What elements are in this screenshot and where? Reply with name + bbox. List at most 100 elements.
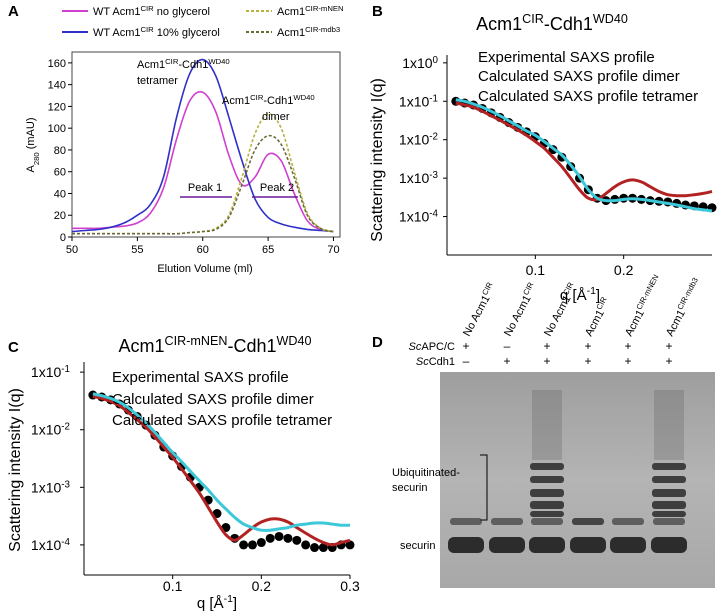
y-tick-label: 1x10-1 (399, 93, 438, 110)
legend-label: WT Acm1CIR no glycerol (93, 4, 210, 19)
legend-label: Experimental SAXS profile (478, 49, 655, 66)
text-part: -Cdh1 (178, 59, 208, 71)
text-part: Acm1 (222, 95, 250, 107)
ubiquitinated-label: Ubiquitinated- (392, 467, 460, 479)
series-line (92, 392, 351, 532)
y-tick-label: 1x10-4 (399, 208, 439, 225)
row-mark: + (665, 354, 672, 368)
gel-band (652, 489, 686, 497)
text-part: Acm1 (664, 308, 688, 338)
text-part: A (25, 165, 37, 173)
legend-label: Acm1CIR-mNEN (277, 4, 344, 19)
y-tick-label: 100 (48, 123, 66, 135)
gel-band (652, 463, 686, 470)
y-tick-label: 60 (54, 167, 66, 179)
text-part: CIR-mNEN (165, 334, 228, 348)
tick-exponent: -2 (61, 421, 70, 432)
text-part: no glycerol (154, 6, 210, 18)
text-part: Acm1 (583, 308, 607, 338)
text-part: Peak 2 (260, 182, 294, 194)
text-part: CIR (165, 57, 179, 66)
x-tick-label: 70 (327, 244, 339, 256)
x-tick-label: 55 (131, 244, 143, 256)
text-part: Sc (416, 356, 429, 368)
y-tick-label: 1x100 (402, 54, 438, 71)
x-tick-label: 65 (262, 244, 274, 256)
lane-label: Acm1CIR-mNEN (621, 273, 665, 339)
gel-band (491, 518, 523, 525)
tick-base: 1x10 (31, 479, 62, 495)
data-point (247, 540, 257, 550)
securin-label: securin (400, 540, 435, 552)
text-part: CIR (140, 25, 154, 34)
y-tick-label: 0 (60, 232, 66, 244)
text-part: Acm1 (118, 336, 164, 356)
x-tick-label: 0.1 (526, 262, 546, 278)
series-line (92, 394, 351, 547)
x-tick-label: 60 (197, 244, 209, 256)
data-point (301, 540, 311, 550)
series-line (71, 91, 334, 233)
tick-base: 1x10 (31, 364, 62, 380)
data-point (318, 543, 328, 553)
data-point (274, 531, 284, 541)
tick-exponent: -4 (61, 536, 70, 547)
tick-exponent: -1 (61, 364, 70, 375)
gel-band (489, 537, 525, 553)
gel-band (530, 476, 564, 483)
text-part: Scattering intensity I(q) (7, 388, 24, 552)
tick-base: 1x10 (399, 132, 430, 148)
text-part: WD40 (277, 334, 312, 348)
gel-band (652, 476, 686, 483)
gel-band (651, 537, 687, 553)
x-tick-label: 0.2 (614, 262, 634, 278)
lane-label: No Acm1CIR (459, 280, 499, 338)
text-part: WD40 (593, 12, 628, 26)
y-axis-label: A280 (mAU) (25, 118, 41, 173)
legend-label: Calculated SAXS profile tetramer (478, 88, 698, 105)
tick-base: 1x10 (31, 422, 62, 438)
panel-letter: D (372, 334, 383, 351)
y-tick-label: 40 (54, 188, 66, 200)
x-axis-label: q [Å-1] (560, 285, 600, 304)
text-part: CIR (480, 280, 494, 296)
text-part: ] (233, 595, 237, 612)
data-point (345, 540, 355, 550)
row-mark: – (504, 339, 511, 353)
y-tick-label: 1x10-3 (399, 170, 439, 187)
tick-base: 1x10 (31, 537, 62, 553)
text-part: WD40 (293, 93, 314, 102)
x-axis-label: q [Å-1] (197, 593, 237, 612)
row-mark: + (543, 354, 550, 368)
text-part: dimer (262, 111, 290, 123)
gel-band (531, 518, 563, 525)
tick-exponent: -1 (429, 93, 438, 104)
series-line (71, 58, 334, 233)
y-tick-label: 1x10-4 (31, 536, 71, 553)
row-mark: + (462, 339, 469, 353)
text-part: No Acm1 (542, 293, 574, 338)
annotation: dimer (262, 111, 290, 123)
x-tick-label: 0.2 (252, 578, 272, 594)
text-part: -1 (587, 285, 596, 297)
text-part: (mAU) (25, 118, 37, 153)
text-part: CIR-mNEN (305, 4, 343, 13)
text-part: CIR (521, 280, 535, 296)
x-axis-label: Elution Volume (ml) (157, 263, 252, 275)
gel-band (612, 518, 644, 525)
text-part: WD40 (208, 57, 229, 66)
data-point (239, 540, 249, 550)
text-part: CIR (522, 12, 544, 26)
text-part: Acm1 (277, 6, 305, 18)
tick-exponent: -3 (61, 479, 70, 490)
text-part: 10% glycerol (154, 27, 220, 39)
legend-label: Calculated SAXS profile tetramer (112, 412, 332, 429)
lane-label: No Acm1CIR (500, 280, 540, 338)
panel-letter: B (372, 3, 383, 20)
text-part: -1 (224, 593, 233, 605)
text-part: tetramer (137, 75, 178, 87)
x-tick-label: 50 (66, 244, 78, 256)
tick-base: 1x10 (399, 170, 430, 186)
